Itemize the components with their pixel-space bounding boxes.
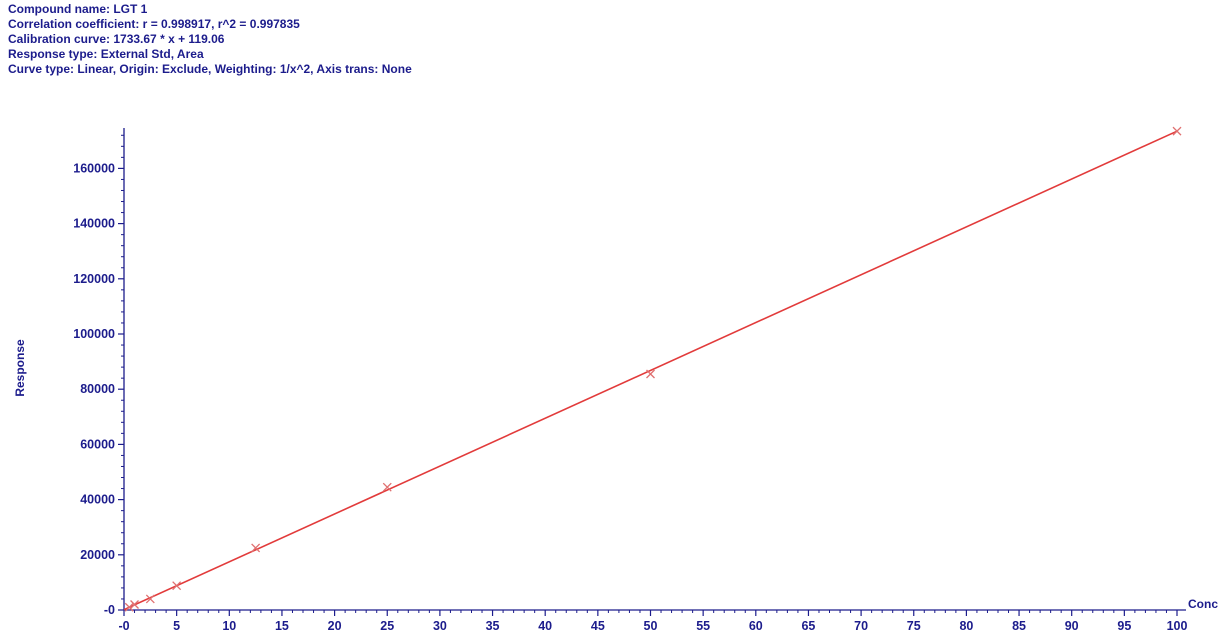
x-tick-label: 65 — [801, 619, 815, 633]
x-tick-label: 45 — [591, 619, 605, 633]
data-point — [382, 482, 392, 492]
curve-type: Curve type: Linear, Origin: Exclude, Wei… — [8, 62, 412, 76]
x-axis-title: Conc — [1188, 597, 1218, 611]
x-tick-label: 75 — [907, 619, 921, 633]
data-point — [251, 543, 261, 553]
data-point-stroke — [251, 543, 261, 553]
x-tick-label: 15 — [275, 619, 289, 633]
chart-header: Compound name: LGT 1 Correlation coeffic… — [8, 2, 412, 77]
data-point-stroke — [172, 581, 182, 591]
x-tick-label: 85 — [1012, 619, 1026, 633]
y-tick-label: 60000 — [80, 437, 115, 451]
response-type: Response type: External Std, Area — [8, 47, 204, 61]
x-tick-label: 40 — [538, 619, 552, 633]
correlation-coefficient: Correlation coefficient: r = 0.998917, r… — [8, 17, 300, 31]
x-tick-label: 60 — [749, 619, 763, 633]
x-tick-label: 10 — [222, 619, 236, 633]
x-tick-label: 90 — [1065, 619, 1079, 633]
x-tick-label: 80 — [959, 619, 973, 633]
data-point — [1172, 126, 1182, 136]
data-points — [124, 126, 1182, 612]
fit-line — [123, 130, 1178, 611]
y-tick-label: 160000 — [73, 161, 115, 175]
x-tick-label: 5 — [173, 619, 180, 633]
fit-line-group — [123, 130, 1178, 611]
data-point — [130, 600, 139, 609]
data-point-stroke — [1172, 126, 1182, 136]
compound-name: Compound name: LGT 1 — [8, 2, 148, 16]
axis-labels: -0 5 10 15 20 25 30 35 40 45 50 55 60 65 70 75 80 85 90 95 1… — [13, 161, 1218, 633]
data-point-stroke — [382, 482, 392, 492]
data-point — [172, 581, 182, 591]
y-tick-label: 80000 — [80, 382, 115, 396]
data-point — [124, 602, 134, 612]
x-tick-label: 35 — [486, 619, 500, 633]
y-tick-label: 140000 — [73, 217, 115, 231]
x-tick-label: -0 — [118, 619, 129, 633]
x-tick-label: 20 — [328, 619, 342, 633]
x-tick-label: 70 — [854, 619, 868, 633]
y-axis-title: Response — [13, 339, 27, 397]
y-tick-label: 40000 — [80, 493, 115, 507]
data-point — [145, 594, 155, 604]
y-tick-label: 20000 — [80, 548, 115, 562]
calibration-curve: Calibration curve: 1733.67 * x + 119.06 — [8, 32, 225, 46]
y-tick-label: 100000 — [73, 327, 115, 341]
data-point-stroke — [646, 369, 655, 379]
x-tick-label: 100 — [1167, 619, 1188, 633]
y-tick-label: 120000 — [73, 272, 115, 286]
x-tick-label: 95 — [1117, 619, 1131, 633]
x-tick-label: 55 — [696, 619, 710, 633]
data-point-stroke — [145, 594, 155, 604]
x-tick-label: 30 — [433, 619, 447, 633]
data-point — [646, 369, 655, 379]
x-tick-label: 50 — [644, 619, 658, 633]
data-point-stroke — [130, 600, 139, 609]
data-point-stroke — [124, 602, 134, 612]
x-tick-label: 25 — [380, 619, 394, 633]
y-tick-label: -0 — [104, 603, 115, 617]
axes — [118, 128, 1186, 616]
